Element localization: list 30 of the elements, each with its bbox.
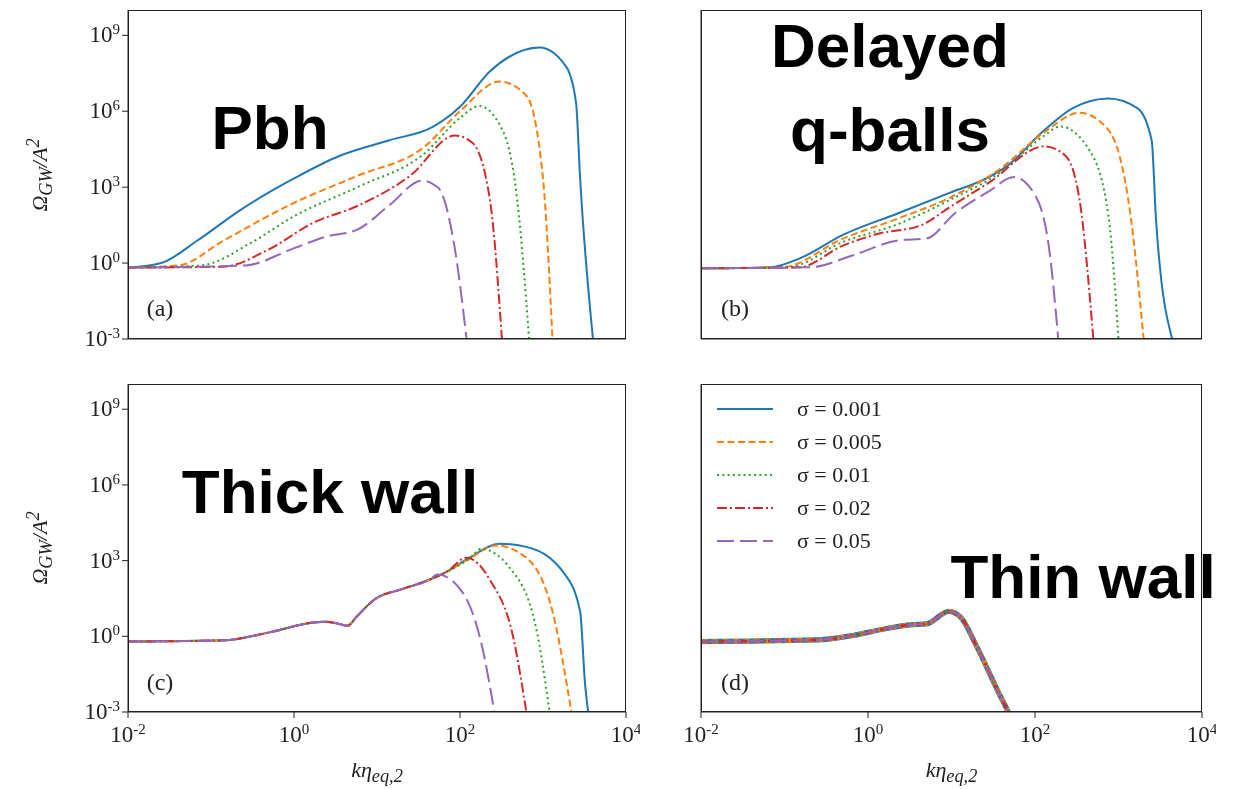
annotation: Pbh [211,92,329,165]
y-tick-label: 10$^{9}$ [89,395,120,422]
y-tick-label: 10$^{-3}$ [84,325,120,351]
x-tick-label: 10$^{2}$ [444,721,476,747]
x-tick-label: 10$^{0}$ [852,721,884,747]
y-tick-label: 10$^{-3}$ [84,698,120,724]
y-tick-label: 10$^{9}$ [89,21,120,48]
annotation: (d) [721,668,749,696]
y-tick-label: 10$^{6}$ [89,97,121,124]
y-tick-label: 10$^{3}$ [89,546,120,573]
annotation: (b) [721,294,749,322]
x-axis-title: kη$_{eq,2}$ [351,756,403,788]
annotation: Thick wall [181,456,479,529]
x-tick-label: 10$^{-2}$ [110,721,146,747]
annotation: (a) [146,294,174,322]
annotation: Delayed q-balls [770,10,1010,166]
x-axis-title: kη$_{eq,2}$ [925,756,978,788]
y-tick-label: 10$^{0}$ [89,249,120,276]
annotation: (c) [146,668,174,696]
legend-label: σ = 0.02 [797,494,871,521]
x-tick-label: 10$^{0}$ [278,721,310,747]
x-tick-label: 10$^{2}$ [1019,721,1051,747]
y-tick-label: 10$^{0}$ [89,622,120,649]
y-tick-label: 10$^{3}$ [89,173,120,200]
x-tick-label: 10$^{-2}$ [683,721,719,747]
legend-label: σ = 0.05 [797,527,871,554]
legend-label: σ = 0.001 [797,395,882,422]
legend-label: σ = 0.01 [797,461,871,488]
y-tick-label: 10$^{6}$ [89,470,121,497]
legend-label: σ = 0.005 [797,428,882,455]
